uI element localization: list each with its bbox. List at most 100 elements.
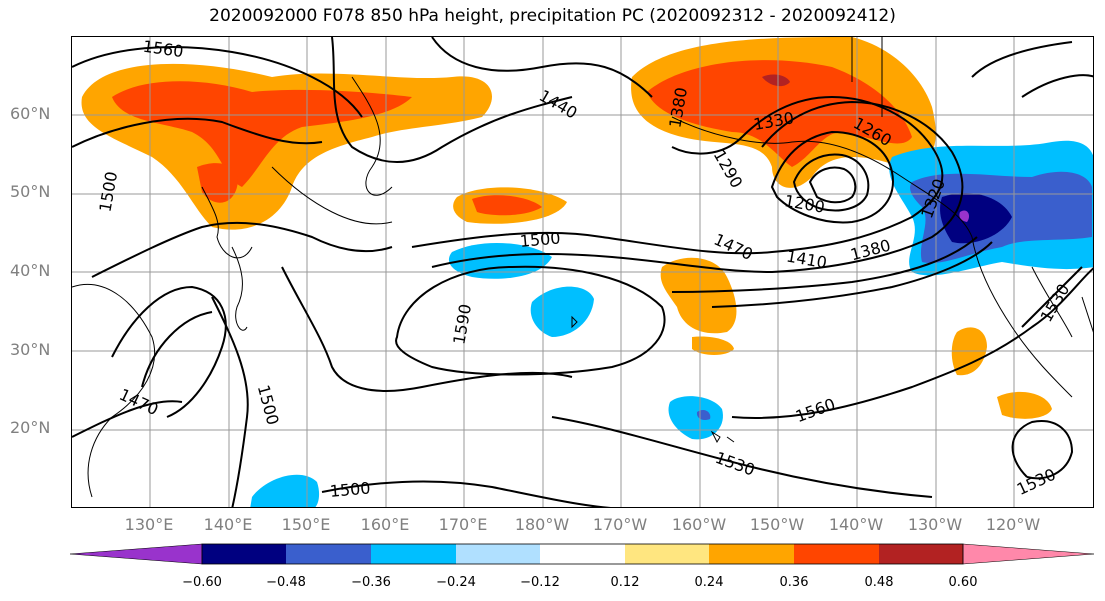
- colorbar-tick: 0.12: [610, 575, 640, 590]
- map-canvas: 1560 1500 1440 1380 1330 1260 1290 1320 …: [72, 37, 1093, 507]
- precip-area: [692, 336, 734, 355]
- lat-label-60n: 60°N: [10, 104, 51, 123]
- precip-area: [660, 257, 737, 334]
- contour-label: 1560: [142, 37, 185, 61]
- lon-label-180w: 180°W: [514, 515, 570, 534]
- coastline: [351, 76, 393, 196]
- contour-line: [731, 267, 1093, 419]
- contour-label: 1500: [519, 228, 561, 250]
- contour-line: [971, 41, 1073, 78]
- contour-label: 1530: [713, 448, 758, 480]
- precip-area: [959, 210, 970, 222]
- coastline: [710, 430, 735, 444]
- colorbar-tick: −0.12: [520, 575, 560, 590]
- lon-label-130e: 130°E: [124, 515, 174, 534]
- colorbar-swatch: [794, 544, 879, 564]
- colorbar-tick: −0.36: [351, 575, 391, 590]
- lon-label-130w: 130°W: [907, 515, 963, 534]
- lon-label-160e: 160°E: [360, 515, 410, 534]
- contour-label: 1500: [329, 478, 371, 500]
- contour-label: 1560: [793, 394, 838, 426]
- precip-area: [530, 286, 594, 337]
- contour-label: 1290: [710, 147, 747, 192]
- coastline: [1031, 266, 1093, 338]
- precip-area: [668, 396, 723, 440]
- contour-label: 1380: [848, 235, 892, 264]
- contour-line: [551, 416, 933, 498]
- contour-label: 1200: [783, 191, 826, 217]
- map-panel: 1560 1500 1440 1380 1330 1260 1290 1320 …: [71, 36, 1094, 508]
- lat-label-50n: 50°N: [10, 182, 51, 201]
- contour-label: 1470: [711, 230, 756, 264]
- contour-line: [111, 285, 227, 418]
- precip-area: [250, 474, 320, 507]
- contour-line: [770, 130, 894, 224]
- colorbar-swatch: [371, 544, 456, 564]
- contour-line: [91, 221, 393, 278]
- contour-line: [711, 241, 993, 308]
- colorbar-swatch: [540, 544, 625, 564]
- coastline: [231, 246, 248, 331]
- precip-fills: [81, 37, 1093, 507]
- lat-label-30n: 30°N: [10, 340, 51, 359]
- lon-label-140e: 140°E: [203, 515, 253, 534]
- lon-label-170w: 170°W: [592, 515, 648, 534]
- coastlines: [72, 37, 1093, 498]
- precip-area: [997, 391, 1052, 419]
- colorbar-swatch: [625, 544, 709, 564]
- colorbar-swatch: [286, 544, 371, 564]
- colorbar-swatch: [709, 544, 794, 564]
- contour-line: [331, 37, 573, 163]
- contour-line: [1021, 266, 1083, 328]
- colorbar-tick: −0.48: [266, 575, 306, 590]
- coastline: [571, 315, 578, 329]
- contour-line: [792, 153, 870, 212]
- coastline: [851, 37, 883, 117]
- colorbar-swatch: [202, 544, 286, 564]
- contour-label: 1500: [95, 170, 121, 213]
- contour-line: [808, 166, 857, 204]
- colorbar-tick: −0.24: [436, 575, 476, 590]
- contour-line: [1021, 74, 1093, 98]
- colorbar-tick: −0.60: [182, 575, 222, 590]
- colorbar-swatch: [69, 543, 203, 565]
- contour-line: [431, 37, 653, 98]
- precip-area: [112, 81, 412, 187]
- contour-line: [72, 117, 323, 148]
- colorbar-swatch: [962, 543, 1095, 565]
- contour-line: [141, 311, 213, 388]
- contour-line: [321, 480, 611, 507]
- colorbar-swatch: [879, 544, 963, 564]
- lat-label-40n: 40°N: [10, 261, 51, 280]
- colorbar: [69, 543, 1095, 565]
- colorbar-swatch: [456, 544, 540, 564]
- precip-area: [762, 74, 790, 87]
- contour-label: 1500: [254, 383, 283, 427]
- contour-line: [431, 100, 964, 274]
- lat-label-20n: 20°N: [10, 418, 51, 437]
- precip-area: [472, 195, 542, 216]
- lon-label-150e: 150°E: [281, 515, 331, 534]
- contour-label: 1590: [449, 303, 475, 346]
- contour-line: [281, 266, 573, 392]
- contour-line: [395, 265, 666, 376]
- lon-label-160w: 160°W: [671, 515, 727, 534]
- contour-line: [211, 296, 249, 507]
- contour-line: [671, 236, 978, 293]
- precip-area: [197, 163, 238, 203]
- precip-area: [647, 60, 912, 167]
- contour-line: [72, 400, 183, 438]
- coastline: [271, 166, 393, 225]
- colorbar-tick: 0.36: [779, 575, 809, 590]
- contour-line: [411, 95, 944, 255]
- coastline: [201, 186, 253, 259]
- lon-label-150w: 150°W: [749, 515, 805, 534]
- colorbar-tick: 0.48: [864, 575, 894, 590]
- lon-label-140w: 140°W: [828, 515, 884, 534]
- coastline: [671, 116, 1073, 398]
- contour-line: [72, 46, 363, 118]
- lon-label-170e: 170°E: [438, 515, 488, 534]
- height-contours: [72, 37, 1093, 507]
- contour-label: 1530: [1037, 280, 1074, 325]
- lon-label-120w: 120°W: [985, 515, 1041, 534]
